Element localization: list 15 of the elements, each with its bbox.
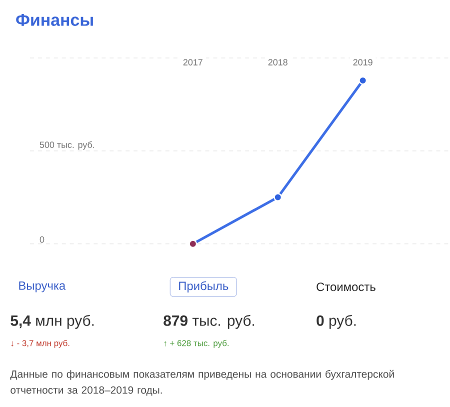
chart-title: Финансы (16, 14, 93, 26)
text: 879 тыс. руб. (164, 314, 254, 329)
x-tick-label: 2019 (353, 59, 372, 66)
text: 5,4 млн руб. (10, 314, 94, 329)
x-tick-label: 2018 (268, 59, 288, 66)
text: Данные по финансовым показателям приведены на основании бухгалтерской отчетности за 2018–2019 годы. (10, 370, 394, 396)
text: Выручка (19, 282, 66, 292)
y-tick-label: 500 тыс. руб. (40, 141, 94, 150)
text: Стоимость (316, 282, 376, 292)
x-tick-label: 2017 (183, 59, 202, 66)
text: Прибыль (179, 281, 228, 293)
text: ↑ + 628 тыс. руб. (164, 340, 229, 348)
text: ↓ - 3,7 млн руб. (11, 340, 70, 348)
text: 0 руб. (316, 314, 356, 329)
y-tick-label: 0 (40, 236, 44, 243)
